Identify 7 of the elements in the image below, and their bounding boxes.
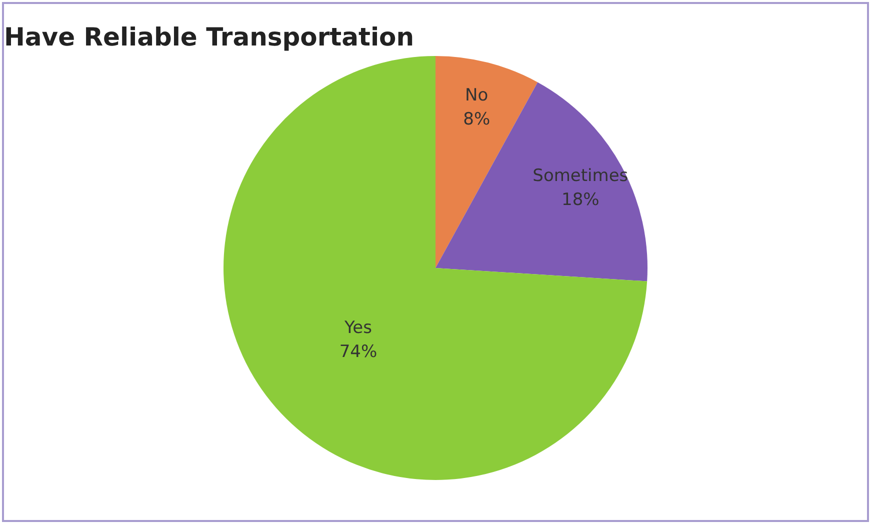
slice-label: Sometimes [532,166,628,186]
chart-title: Have Reliable Transportation [4,22,414,52]
data-label: 18% [562,190,600,210]
slice-label: No [465,85,488,106]
slice-label: Yes [344,318,372,338]
data-label: 8% [463,109,490,130]
data-label: 74% [339,342,378,362]
